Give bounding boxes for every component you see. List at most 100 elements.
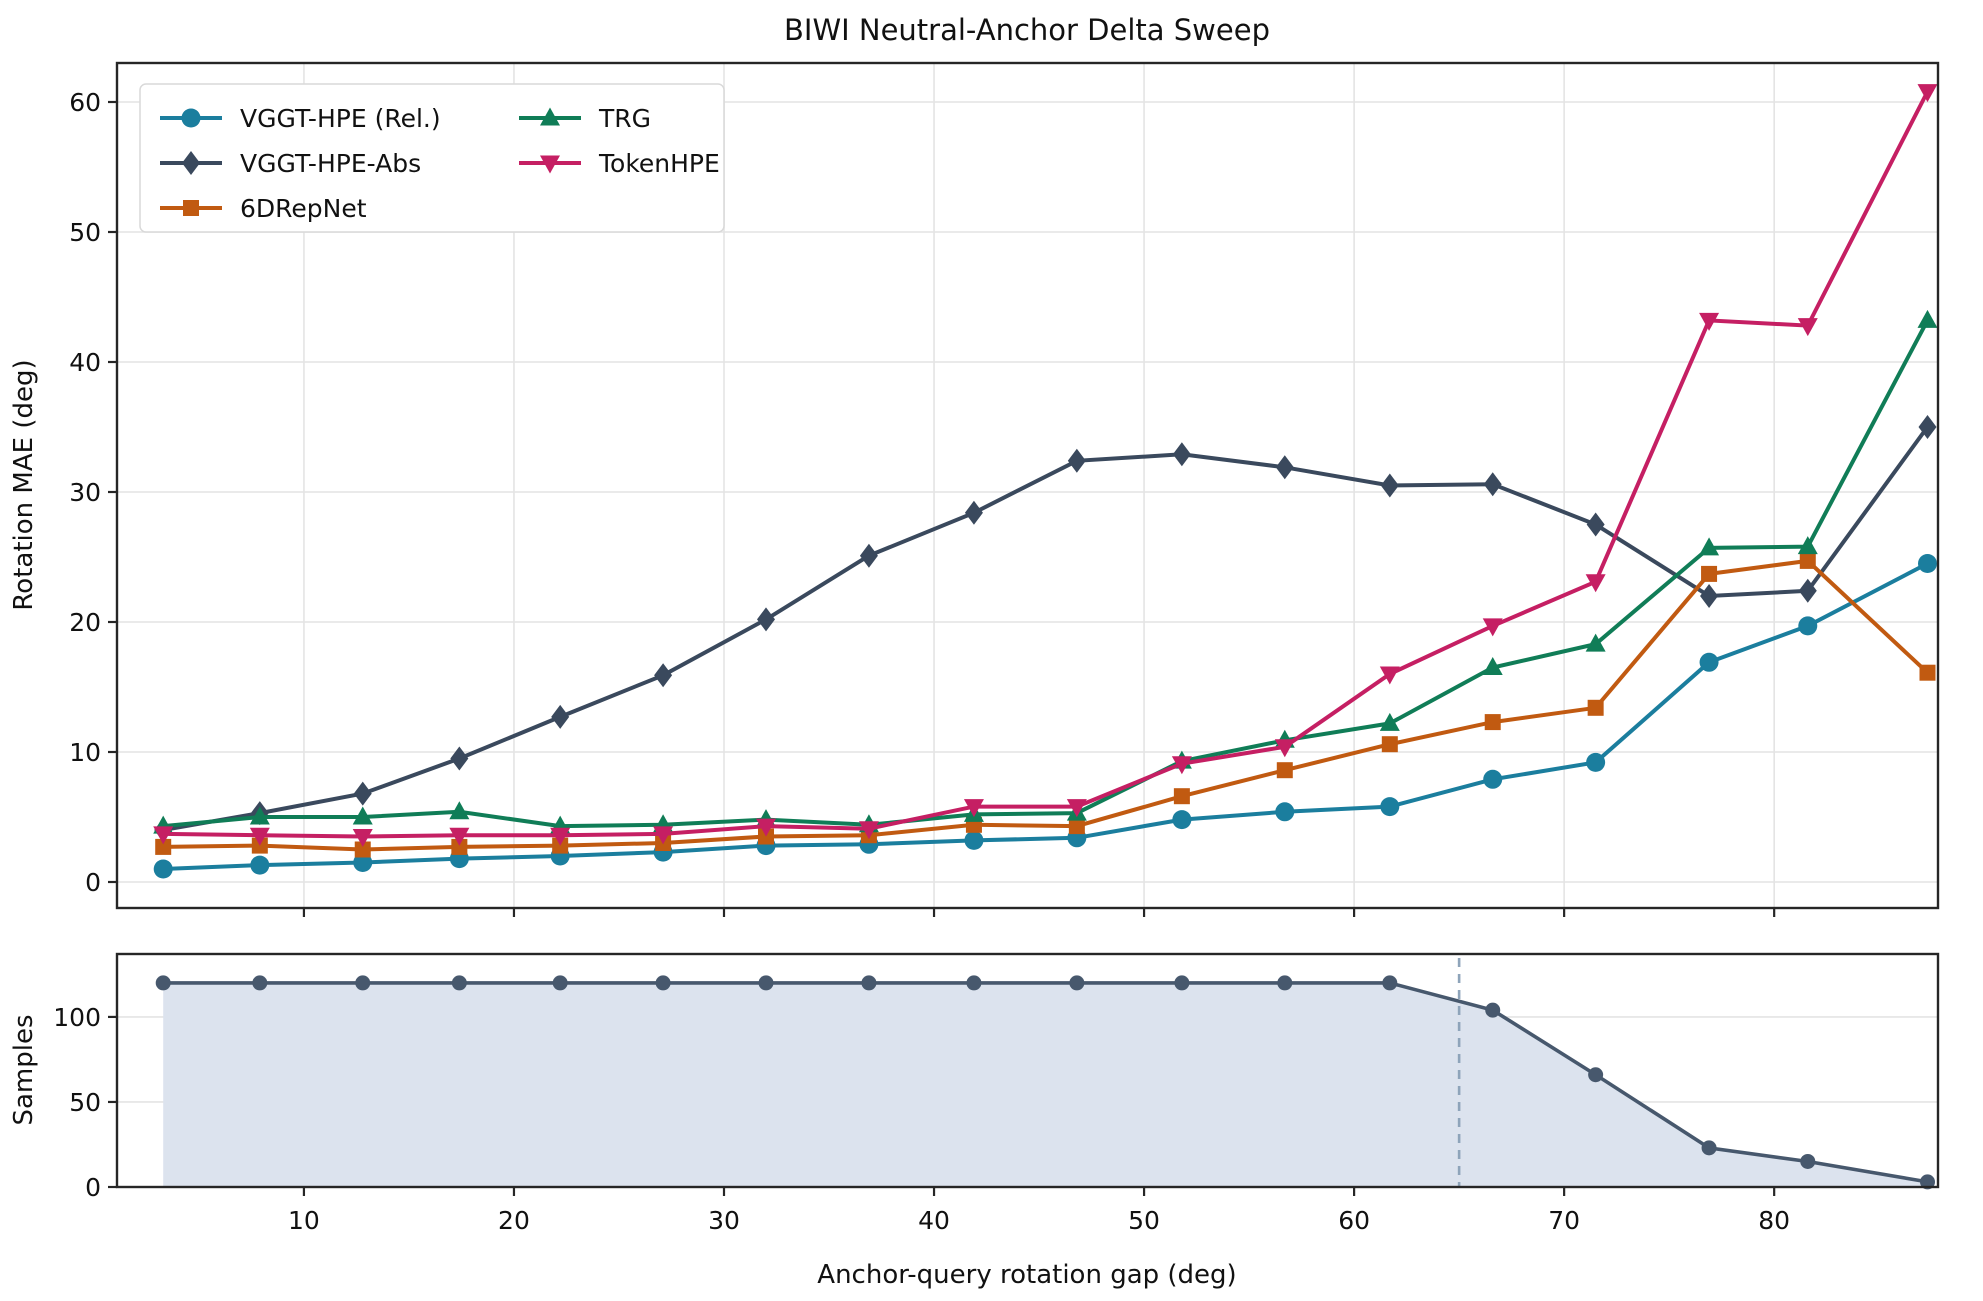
axes-spine (115, 61, 1940, 910)
legend-box (139, 83, 725, 233)
legend-label: VGGT-HPE (Rel.) (240, 104, 441, 133)
triangle-up-marker (1379, 712, 1400, 731)
y-tick-label: 0 (85, 1173, 101, 1202)
circle-marker (1917, 554, 1937, 573)
triangle-down-marker (449, 827, 470, 846)
square-marker (1276, 762, 1293, 779)
chart-title: BIWI Neutral-Anchor Delta Sweep (784, 13, 1270, 47)
samples-point (1588, 1067, 1604, 1083)
square-marker (1068, 818, 1085, 835)
samples-point (1800, 1153, 1816, 1169)
legend-item-trg: TRG (519, 104, 651, 133)
triangle-down-marker (352, 829, 373, 847)
legend-label: VGGT-HPE-Abs (240, 149, 421, 178)
triangle-up-marker (249, 806, 270, 825)
circle-marker (1172, 810, 1192, 830)
triangle-down-marker (963, 799, 984, 818)
diamond-marker (1172, 442, 1191, 467)
diamond-marker (551, 704, 570, 729)
triangle-down-marker (1482, 618, 1503, 637)
diamond-marker (353, 781, 372, 806)
diamond-marker (757, 607, 776, 632)
triangle-up-marker (540, 107, 560, 126)
square-marker (451, 838, 468, 855)
triangle-down-marker (756, 818, 777, 837)
samples-point (1485, 1002, 1501, 1018)
circle-marker (353, 853, 373, 872)
samples-point (655, 975, 671, 991)
triangle-up-marker (1917, 309, 1938, 328)
square-marker (1381, 736, 1398, 753)
series-tokenhpe (153, 84, 1938, 847)
y-axis-label-samples: Samples (9, 1014, 39, 1125)
series-line (163, 561, 1929, 871)
diamond-marker (1700, 584, 1719, 608)
diamond-marker (1798, 578, 1817, 603)
samples-point (1174, 975, 1190, 991)
x-tick-label: 60 (1338, 1206, 1370, 1235)
y-tick-label: 50 (69, 1088, 101, 1117)
samples-point (552, 975, 568, 991)
square-marker (354, 841, 371, 858)
triangle-down-marker (153, 826, 174, 845)
triangle-down-marker (1585, 574, 1606, 593)
square-marker (1701, 565, 1718, 582)
samples-point (451, 975, 467, 991)
series-6drepnet (155, 552, 1936, 858)
series-line (163, 90, 1930, 839)
diamond-marker (1483, 472, 1502, 497)
y-tick-label: 0 (85, 868, 101, 897)
x-tick-label: 70 (1548, 1206, 1580, 1235)
circle-marker (181, 108, 201, 128)
legend-item-vggt-hpe-abs: VGGT-HPE-Abs (160, 149, 421, 178)
series-vggt-hpe-rel- (153, 554, 1937, 879)
diamond-marker (1275, 455, 1294, 480)
axes-spines-layer (108, 61, 1940, 1196)
tick-labels-layer: 0 10 20 30 40 50 60 0 50 100 10 20 30 40 50 60 70 80 (53, 88, 1790, 1235)
samples-line (163, 981, 1928, 1184)
diamond-marker (654, 663, 673, 688)
samples-point (252, 975, 268, 991)
diamond-marker (450, 746, 469, 771)
square-marker (1919, 664, 1936, 681)
triangle-down-marker (653, 826, 674, 845)
y-tick-label: 50 (69, 218, 101, 247)
triangle-down-marker (1066, 799, 1087, 818)
axes-spine (115, 952, 1940, 1189)
diamond-marker (859, 543, 878, 568)
y-tick-label: 20 (69, 608, 101, 637)
triangle-up-marker (449, 801, 470, 820)
circle-marker (1275, 802, 1295, 822)
circle-marker (964, 830, 984, 850)
circle-marker (1380, 797, 1400, 817)
circle-marker (1798, 616, 1818, 636)
diamond-marker (1380, 473, 1399, 498)
samples-area-fill (163, 982, 1928, 1187)
square-marker (155, 838, 172, 855)
y-tick-label: 10 (69, 738, 101, 767)
samples-point (1701, 1140, 1717, 1156)
x-tick-label: 30 (708, 1206, 740, 1235)
y-tick-label: 30 (69, 478, 101, 507)
diamond-marker (1586, 512, 1605, 537)
x-tick-label: 50 (1128, 1206, 1160, 1235)
data-series-layer (153, 84, 1938, 1190)
circle-marker (1699, 652, 1719, 672)
triangle-up-marker (1699, 537, 1720, 556)
triangle-down-marker (1379, 666, 1400, 685)
legend-label: TokenHPE (598, 149, 720, 178)
legend-item-vggt-hpe-rel-: VGGT-HPE (Rel.) (160, 104, 441, 133)
triangle-down-marker (1797, 318, 1818, 337)
samples-point (966, 975, 982, 991)
y-tick-label: 100 (53, 1003, 101, 1032)
samples-point (1919, 1174, 1935, 1190)
samples-point (758, 975, 774, 991)
x-tick-label: 10 (288, 1206, 320, 1235)
triangle-down-marker (1171, 756, 1192, 775)
square-marker (1173, 788, 1190, 805)
samples-point (861, 975, 877, 991)
x-tick-label: 40 (918, 1206, 950, 1235)
samples-point (355, 975, 371, 991)
